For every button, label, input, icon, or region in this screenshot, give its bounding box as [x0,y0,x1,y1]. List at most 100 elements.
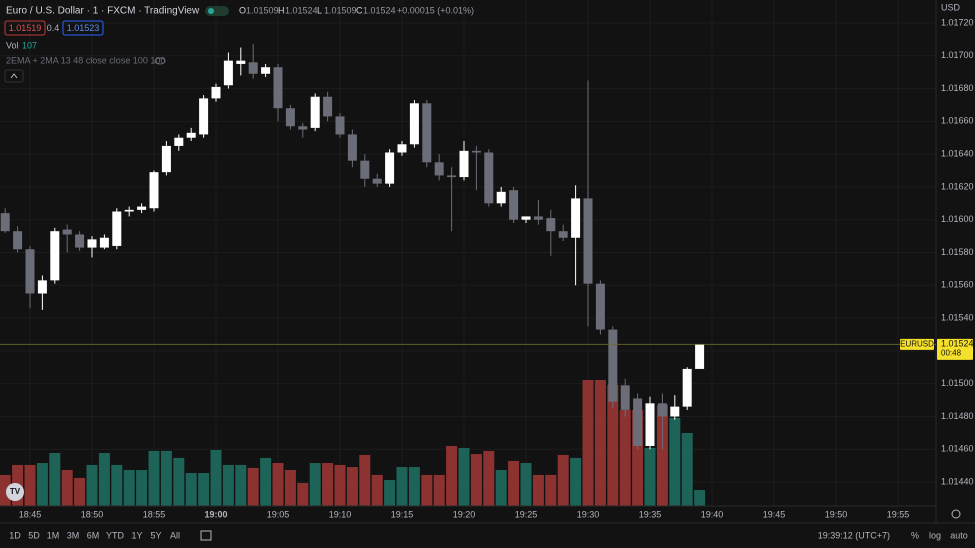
candle-body [608,329,618,402]
volume-bar [607,384,619,506]
y-tick-label: 1.01700 [941,50,974,60]
volume-bar [433,474,445,506]
volume-bar [694,490,706,506]
volume-bar [644,447,656,506]
candle-body [298,126,308,130]
symbol-title[interactable]: Euro / U.S. Dollar · 1 · FXCM · TradingV… [6,6,200,17]
candle-body [657,403,667,417]
volume-bar [384,480,396,506]
ohlc-value: 1.01524 [285,5,318,15]
collapse-button[interactable] [4,69,24,83]
bid-box[interactable] [4,20,46,36]
volume-bar [111,464,123,506]
range-button[interactable]: 6M [87,530,100,540]
price-tag [937,338,973,360]
candle-body [25,249,35,294]
scale-option[interactable]: % [911,530,919,540]
volume-bar [520,463,532,506]
ohlc-letter: C [356,5,363,15]
candle-body [372,178,382,184]
candle-body [583,198,593,284]
volume-bar [297,483,309,506]
volume-bar [446,445,458,506]
hide-icon[interactable] [154,57,166,65]
y-tick-label: 1.01620 [941,181,974,191]
volume-bar [408,467,420,506]
volume-bar [483,450,495,506]
range-button[interactable]: 1M [47,530,60,540]
ohlc-value: 1.01509 [246,5,279,15]
x-tick-label: 19:15 [391,509,414,519]
volume-bar [260,457,272,506]
date-range-icon[interactable] [200,530,212,541]
candle-body [509,190,519,220]
candle-body [521,216,531,220]
volume-bar [396,467,408,506]
symbol-tag-label: EURUSD [900,339,934,348]
candle-body [223,60,233,86]
x-tick-label: 19:40 [701,509,724,519]
range-button[interactable]: All [170,530,180,540]
range-button[interactable]: YTD [106,530,125,540]
candle-body [75,234,85,248]
volume-bar [557,454,569,506]
settings-icon[interactable] [951,509,961,519]
y-tick-label: 1.01540 [941,312,974,322]
range-button[interactable]: 1D [9,530,21,540]
candle-body [558,231,568,238]
candle-body [211,86,221,99]
y-tick-label: 1.01600 [941,214,974,224]
y-tick-label: 1.01500 [941,378,974,388]
ask-box[interactable] [62,20,104,36]
volume-bar [669,417,681,506]
currency[interactable]: USD [941,2,961,12]
candle-body [87,239,97,248]
y-tick-label: 1.01660 [941,116,974,126]
range-button[interactable]: 3M [67,530,80,540]
candle-body [459,150,469,178]
indicator-label[interactable]: 2EMA + 2MA 13 48 close close 100 100 [6,55,165,65]
range-button[interactable]: 5Y [150,530,161,540]
price-tag-value: 1.01524 [941,339,974,349]
volume-bar [470,454,482,506]
candle-body [323,96,333,117]
volume-bar [185,473,197,506]
volume-bar [508,460,520,506]
range-button[interactable]: 1Y [131,530,142,540]
clock: 19:39:12 (UTC+7) [818,530,890,540]
bid[interactable]: 1.01519 [9,23,42,33]
symbol-tag [900,338,934,350]
candle-body [347,134,357,161]
candle-body [37,280,47,294]
ask[interactable]: 1.01523 [67,23,100,33]
candle-body [161,145,171,173]
x-tick-label: 19:45 [763,509,786,519]
ohlc-value: 1.01524 [363,5,396,15]
volume-bar [136,470,148,506]
ohlc-letter: H [278,5,285,15]
x-tick-label: 18:55 [143,509,166,519]
range-button[interactable]: 5D [28,530,40,540]
candle-body [186,132,196,138]
candle-body [174,137,184,146]
x-tick-label: 19:10 [329,509,352,519]
volume-bar [681,432,693,506]
scale-option[interactable]: auto [950,530,968,540]
logo[interactable] [6,483,24,501]
volume-bar [74,477,86,506]
candle-body [50,231,60,281]
volume-bar [632,410,644,506]
x-tick-label: 19:30 [577,509,600,519]
volume-bar [98,453,110,506]
candle-body [484,152,494,204]
volume-bar [24,464,36,506]
x-tick-label: 19:05 [267,509,290,519]
volume-bar [210,450,222,506]
volume-label: Vol [6,40,19,50]
volume-bar [284,470,296,506]
scale-option[interactable]: log [929,530,941,540]
volume-bar [0,474,11,506]
candle-body [62,229,72,235]
bottom-toolbar [0,523,975,548]
